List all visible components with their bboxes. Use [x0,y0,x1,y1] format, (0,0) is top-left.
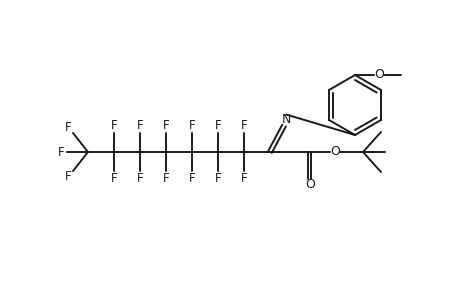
Text: O: O [304,178,314,191]
Text: F: F [214,118,221,131]
Text: F: F [65,121,71,134]
Text: F: F [111,118,117,131]
Text: F: F [214,172,221,185]
Text: F: F [162,172,169,185]
Text: F: F [111,172,117,185]
Text: F: F [57,146,64,158]
Text: F: F [136,172,143,185]
Text: F: F [136,118,143,131]
Text: O: O [373,68,383,80]
Text: F: F [188,172,195,185]
Text: F: F [65,170,71,184]
Text: N: N [281,113,290,126]
Text: F: F [188,118,195,131]
Text: F: F [240,172,247,185]
Text: O: O [330,145,339,158]
Text: F: F [240,118,247,131]
Text: F: F [162,118,169,131]
